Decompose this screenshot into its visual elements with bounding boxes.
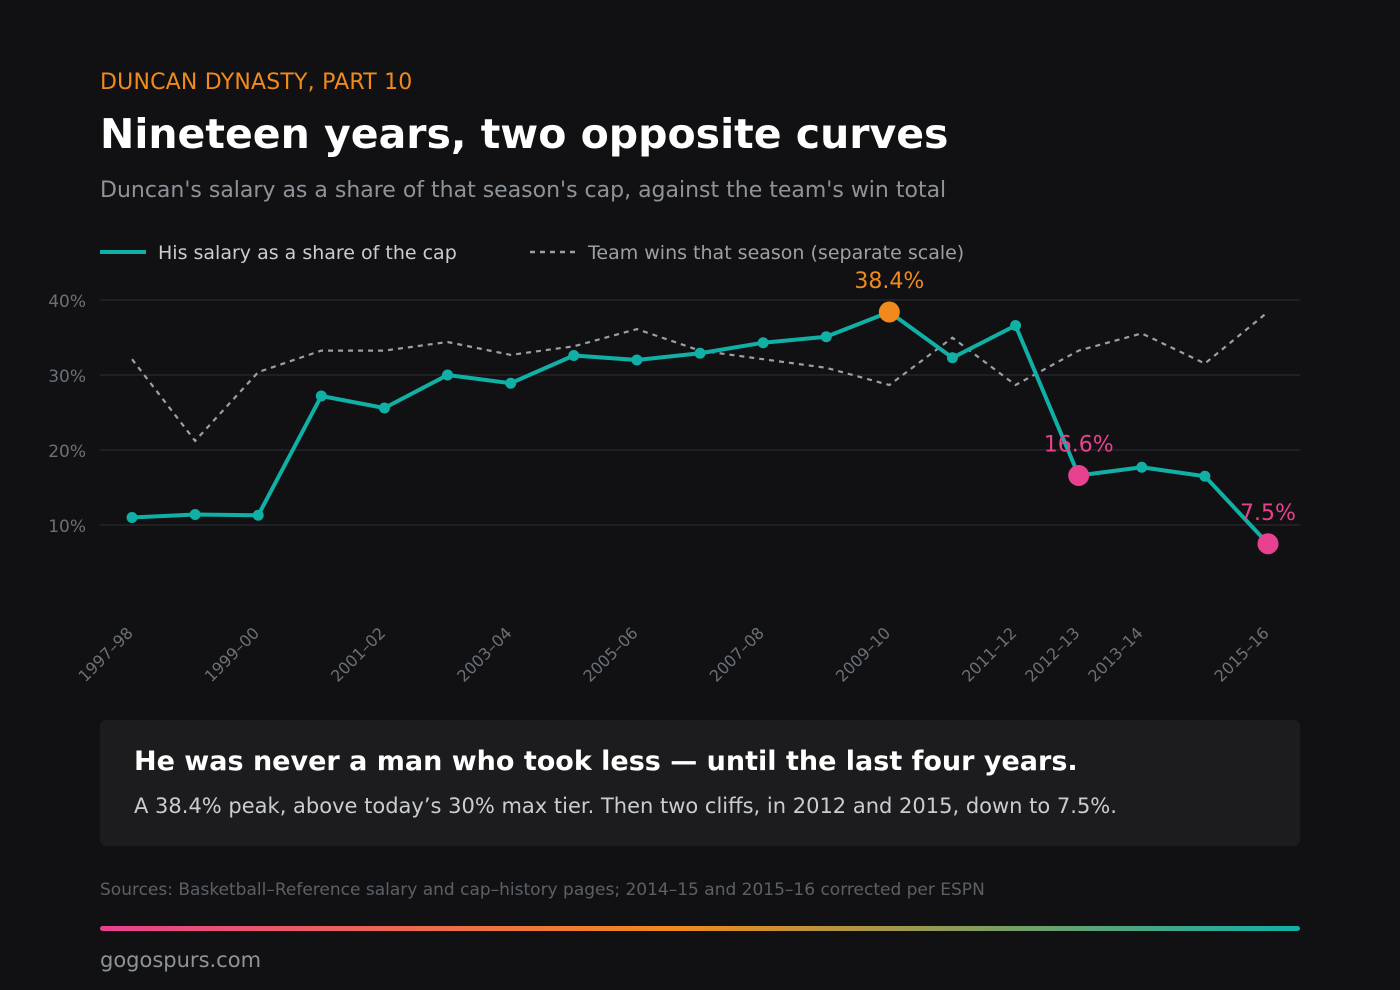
salary-point [442, 369, 454, 381]
salary-point [946, 352, 958, 364]
y-axis: 10% 20% 30% 40% [48, 292, 86, 537]
salary-point [126, 512, 138, 523]
callout-headline: He was never a man who took less — until… [134, 746, 1078, 777]
x-tick-label: 2009–10 [832, 623, 894, 685]
x-tick-label: 2011–12 [958, 623, 1020, 685]
legend-label-wins: Team wins that season (separate scale) [587, 242, 964, 264]
salary-point [1010, 320, 1022, 331]
salary-point [252, 509, 264, 521]
annotations: 38.4% 16.6% 7.5% [854, 269, 1296, 555]
gradient-divider [100, 926, 1300, 931]
wins-series [131, 311, 1269, 443]
legend-label-salary: His salary as a share of the cap [158, 242, 457, 264]
y-tick-label: 10% [48, 517, 86, 537]
callout-box: He was never a man who took less — until… [100, 720, 1300, 846]
x-tick-label: 1997–98 [75, 623, 137, 685]
sources-note: Sources: Basketball–Reference salary and… [100, 880, 985, 900]
salary-point [568, 350, 580, 361]
highlight-point [1257, 533, 1279, 555]
salary-point [820, 331, 832, 343]
x-tick-label: 2001–02 [327, 623, 389, 685]
y-tick-label: 20% [48, 442, 86, 462]
x-tick-label: 2015–16 [1211, 623, 1273, 685]
salary-point [505, 377, 517, 389]
x-tick-label: 2003–04 [453, 623, 515, 685]
x-axis: 1997–98 1999–00 2001–02 2003–04 2005–06 2007–… [75, 623, 1273, 685]
highlight-point [878, 301, 900, 323]
x-tick-label: 2012–13 [1021, 623, 1083, 685]
salary-point [631, 354, 643, 366]
highlight-label: 7.5% [1240, 501, 1296, 526]
wins-line [131, 311, 1269, 443]
kicker: DUNCAN DYNASTY, PART 10 [100, 70, 413, 95]
chart-title: Nineteen years, two opposite curves [100, 110, 949, 158]
callout-body: A 38.4% peak, above today’s 30% max tier… [134, 794, 1117, 818]
site-credit: gogospurs.com [100, 948, 262, 972]
gridlines [100, 299, 1300, 526]
salary-point [1199, 470, 1211, 482]
chart-subtitle: Duncan's salary as a share of that seaso… [100, 178, 947, 203]
y-tick-label: 30% [48, 367, 86, 387]
salary-point [757, 337, 769, 349]
x-tick-label: 1999–00 [201, 623, 263, 685]
y-tick-label: 40% [48, 292, 86, 312]
salary-point [189, 509, 201, 520]
x-tick-label: 2005–06 [579, 623, 641, 685]
salary-point [694, 347, 706, 359]
highlight-label: 38.4% [854, 269, 924, 294]
highlight-point [1068, 465, 1090, 486]
line-chart: His salary as a share of the cap Team wi… [48, 242, 1300, 686]
salary-point [1136, 461, 1148, 473]
salary-point [378, 402, 390, 414]
salary-line [130, 310, 1270, 546]
salary-point [315, 390, 327, 402]
x-tick-label: 2013–14 [1084, 623, 1146, 685]
x-tick-label: 2007–08 [706, 623, 768, 685]
legend: His salary as a share of the cap Team wi… [100, 242, 964, 264]
highlight-label: 16.6% [1044, 433, 1114, 458]
